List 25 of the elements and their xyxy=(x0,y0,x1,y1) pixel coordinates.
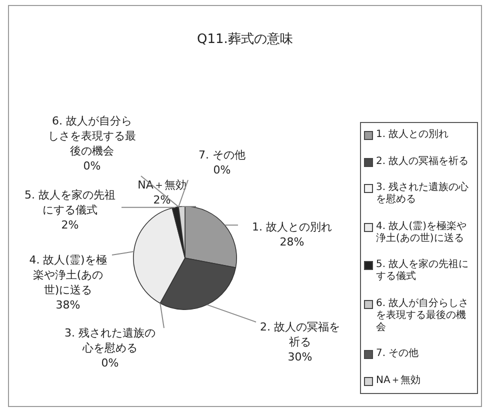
data-label: 2% xyxy=(61,218,79,232)
category-label: 6. 故人が自分らしさを表現する最後の機会 xyxy=(48,114,136,158)
legend-label: 1. 故人との別れ xyxy=(376,129,449,141)
text: 0% xyxy=(83,159,101,172)
legend-label: 3. 残された遺族の心を慰める xyxy=(376,182,470,206)
data-label: 30% xyxy=(288,350,312,364)
category-label: 7. その他 xyxy=(198,148,246,162)
legend-label: 7. その他 xyxy=(376,348,419,360)
slice-label: 5. 故人を家の先祖にする儀式 xyxy=(24,188,116,216)
text: 0% xyxy=(213,163,231,176)
slice-label: 1. 故人との別れ xyxy=(252,220,332,234)
text: 0% xyxy=(101,356,119,370)
slice-label: 4. 故人(霊)を極楽や浄土(あの世)に送る xyxy=(29,253,107,296)
slice-label: 2. 故人の冥福を祈る xyxy=(260,320,340,348)
slice-label: NA＋無効 xyxy=(138,178,186,192)
legend-label: 6. 故人が自分らしさを表現する最後の機会 xyxy=(376,298,470,334)
data-label: 2% xyxy=(153,193,171,206)
legend-label: NA＋無効 xyxy=(376,374,420,387)
legend-label: 5. 故人を家の先祖にする儀式 xyxy=(376,259,470,284)
legend-label: 2. 故人の冥福を祈る xyxy=(376,156,469,168)
legend-label: 4. 故人(霊)を極楽や浄土(あの世)に送る xyxy=(376,220,468,245)
data-label: 28% xyxy=(280,235,304,248)
chart-title: Q11.葬式の意味 xyxy=(196,31,294,48)
data-label: 38% xyxy=(56,298,80,312)
category-label: 3. 残された遺族の心を慰める xyxy=(64,326,156,354)
